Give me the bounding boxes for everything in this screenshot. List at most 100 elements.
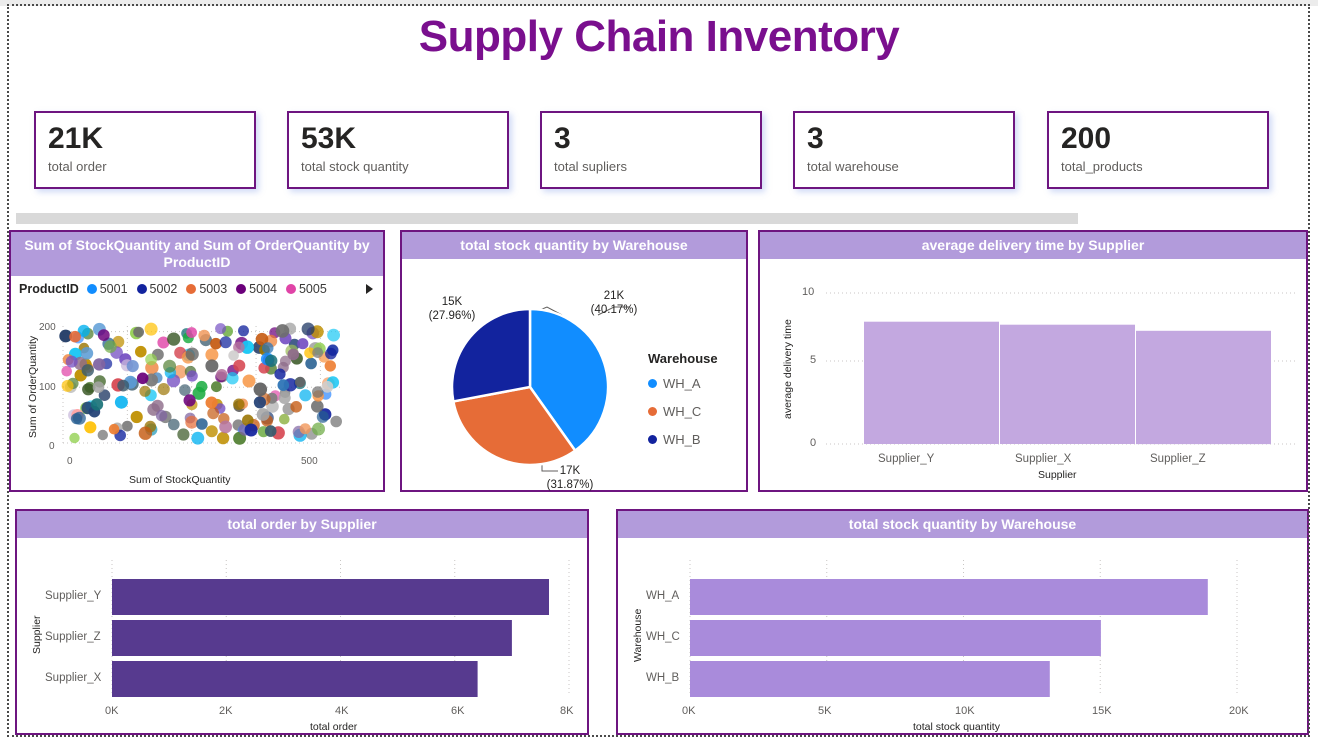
legend-item-label: WH_A bbox=[663, 376, 701, 391]
visual-title: total stock quantity by Warehouse bbox=[618, 511, 1307, 538]
x-axis-title: Sum of StockQuantity bbox=[129, 474, 231, 486]
kpi-label: total supliers bbox=[554, 159, 627, 174]
pie-legend-item-wh-a[interactable]: WH_A bbox=[648, 376, 701, 391]
x-category-supplier-x[interactable]: Supplier_X bbox=[1015, 453, 1072, 465]
y-category-supplier-z[interactable]: Supplier_Z bbox=[45, 631, 101, 643]
visual-body: Supplier_Y Supplier_Z Supplier_X 0K 2K 4… bbox=[17, 538, 587, 734]
x-axis-title: total stock quantity bbox=[913, 721, 1000, 733]
x-tick-20k: 20K bbox=[1229, 705, 1249, 717]
legend-item-label: 5004 bbox=[249, 282, 277, 296]
bar-wh-c[interactable] bbox=[690, 620, 1101, 656]
visual-body: 15K (27.96%) 21K (40.17%) 17K (31.87%) W… bbox=[402, 259, 746, 491]
kpi-card-total-warehouse[interactable]: 3 total warehouse bbox=[793, 111, 1015, 189]
legend-item-5003[interactable]: 5003 bbox=[186, 282, 227, 296]
legend-item-label: WH_B bbox=[663, 432, 701, 447]
legend-item-5001[interactable]: 5001 bbox=[86, 282, 128, 296]
kpi-label: total_products bbox=[1061, 159, 1143, 174]
y-tick-5: 5 bbox=[810, 354, 817, 366]
pie-legend-item-wh-c[interactable]: WH_C bbox=[648, 404, 701, 419]
chevron-right-icon[interactable] bbox=[366, 284, 373, 294]
y-category-wh-b[interactable]: WH_B bbox=[646, 672, 680, 684]
kpi-row-horizontal-scrollbar[interactable] bbox=[16, 213, 1078, 224]
legend-color-swatch bbox=[648, 407, 657, 416]
legend-item-5002[interactable]: 5002 bbox=[136, 282, 178, 296]
bar-supplier-z[interactable] bbox=[112, 620, 512, 656]
visual-title: total order by Supplier bbox=[17, 511, 587, 538]
kpi-value: 3 bbox=[554, 122, 571, 155]
legend-item-label: 5005 bbox=[298, 282, 327, 296]
pie-slice-wh-c[interactable] bbox=[451, 385, 577, 467]
kpi-card-row: 21K total order 53K total stock quantity… bbox=[34, 111, 1284, 189]
column-svg bbox=[826, 292, 1296, 445]
x-tick-0: 0 bbox=[67, 456, 73, 467]
column-bar-supplier-y[interactable] bbox=[864, 321, 999, 444]
column-bar-supplier-x[interactable] bbox=[1000, 324, 1135, 444]
kpi-card-total-order[interactable]: 21K total order bbox=[34, 111, 256, 189]
legend-color-swatch bbox=[648, 435, 657, 444]
kpi-value: 53K bbox=[301, 122, 357, 155]
legend-item-5005[interactable]: 5005 bbox=[285, 282, 327, 296]
x-category-supplier-z[interactable]: Supplier_Z bbox=[1150, 453, 1206, 465]
kpi-card-total-stock-quantity[interactable]: 53K total stock quantity bbox=[287, 111, 509, 189]
x-axis-title: total order bbox=[310, 721, 358, 733]
y-tick-0: 0 bbox=[49, 441, 55, 452]
x-tick-4k: 4K bbox=[335, 705, 349, 717]
scatter-plot-area: 200 100 0 0 500 Sum of OrderQuantity Sum… bbox=[11, 298, 383, 494]
legend-color-swatch bbox=[186, 284, 197, 294]
x-tick-15k: 15K bbox=[1092, 705, 1112, 717]
y-category-wh-c[interactable]: WH_C bbox=[646, 631, 680, 643]
x-category-supplier-y[interactable]: Supplier_Y bbox=[878, 453, 935, 465]
bar-wh-a[interactable] bbox=[690, 579, 1208, 615]
x-tick-0k: 0K bbox=[105, 705, 119, 717]
y-category-supplier-y[interactable]: Supplier_Y bbox=[45, 590, 102, 602]
kpi-value: 3 bbox=[807, 122, 824, 155]
legend-item-label: 5001 bbox=[99, 282, 128, 296]
visual-column-delivery-time-by-supplier[interactable]: average delivery time by Supplier 10 5 0… bbox=[758, 230, 1308, 492]
x-tick-6k: 6K bbox=[451, 705, 465, 717]
y-axis-title: Supplier bbox=[31, 615, 43, 654]
visual-bar-total-order-by-supplier[interactable]: total order by Supplier Supplier_Y Suppl… bbox=[15, 509, 589, 735]
visual-scatter-stockquantity-orderquantity[interactable]: Sum of StockQuantity and Sum of OrderQua… bbox=[9, 230, 385, 492]
legend-color-swatch bbox=[285, 284, 296, 294]
legend-item-label: WH_C bbox=[663, 404, 702, 419]
pie-percent-label: (31.87%) bbox=[546, 479, 594, 491]
bar-warehouse-svg bbox=[689, 560, 1238, 697]
kpi-card-total-products[interactable]: 200 total_products bbox=[1047, 111, 1269, 189]
legend-color-swatch bbox=[86, 284, 97, 294]
visual-body: 10 5 0 Supplier_Y Supplier_X Supplier_Z … bbox=[760, 259, 1306, 491]
visual-bar-total-stock-by-warehouse[interactable]: total stock quantity by Warehouse WH_A W… bbox=[616, 509, 1309, 735]
y-category-wh-a[interactable]: WH_A bbox=[646, 590, 680, 602]
kpi-value: 200 bbox=[1061, 122, 1112, 155]
kpi-label: total order bbox=[48, 159, 107, 174]
visual-pie-stock-by-warehouse[interactable]: total stock quantity by Warehouse 15K (2… bbox=[400, 230, 748, 492]
legend-item-5004[interactable]: 5004 bbox=[236, 282, 277, 296]
y-tick-100: 100 bbox=[39, 382, 56, 393]
top-strip bbox=[0, 0, 1318, 6]
y-axis-title: Warehouse bbox=[632, 608, 644, 662]
pie-slice-wh-a[interactable] bbox=[528, 307, 610, 453]
visual-body: WH_A WH_C WH_B 0K 5K 10K 15K 20K total s… bbox=[618, 538, 1307, 734]
y-category-supplier-x[interactable]: Supplier_X bbox=[45, 672, 102, 684]
pie-legend-item-wh-b[interactable]: WH_B bbox=[648, 432, 701, 447]
bar-wh-b[interactable] bbox=[690, 661, 1050, 697]
column-bar-supplier-z[interactable] bbox=[1136, 330, 1271, 445]
pie-value-label: 15K bbox=[441, 296, 463, 308]
pie-value-label: 21K bbox=[603, 290, 625, 302]
visual-title: average delivery time by Supplier bbox=[760, 232, 1306, 259]
pie-label-wh-b: 15K (27.96%) bbox=[416, 295, 488, 323]
visual-title: total stock quantity by Warehouse bbox=[402, 232, 746, 259]
scatter-svg bbox=[59, 322, 343, 445]
bar-supplier-x[interactable] bbox=[112, 661, 478, 697]
x-tick-10k: 10K bbox=[955, 705, 975, 717]
y-axis-title: Sum of OrderQuantity bbox=[27, 335, 39, 438]
pie-value-label: 17K bbox=[559, 465, 581, 477]
pie-percent-label: (27.96%) bbox=[428, 310, 476, 322]
pie-svg bbox=[450, 306, 630, 472]
kpi-card-total-supliers[interactable]: 3 total supliers bbox=[540, 111, 762, 189]
y-tick-0: 0 bbox=[810, 437, 817, 449]
scatter-legend[interactable]: ProductID 5001 5002 5003 5004 bbox=[11, 276, 383, 298]
legend-item-label: 5002 bbox=[149, 282, 178, 296]
pie-slice-wh-b[interactable] bbox=[450, 307, 532, 403]
bar-supplier-y[interactable] bbox=[112, 579, 549, 615]
